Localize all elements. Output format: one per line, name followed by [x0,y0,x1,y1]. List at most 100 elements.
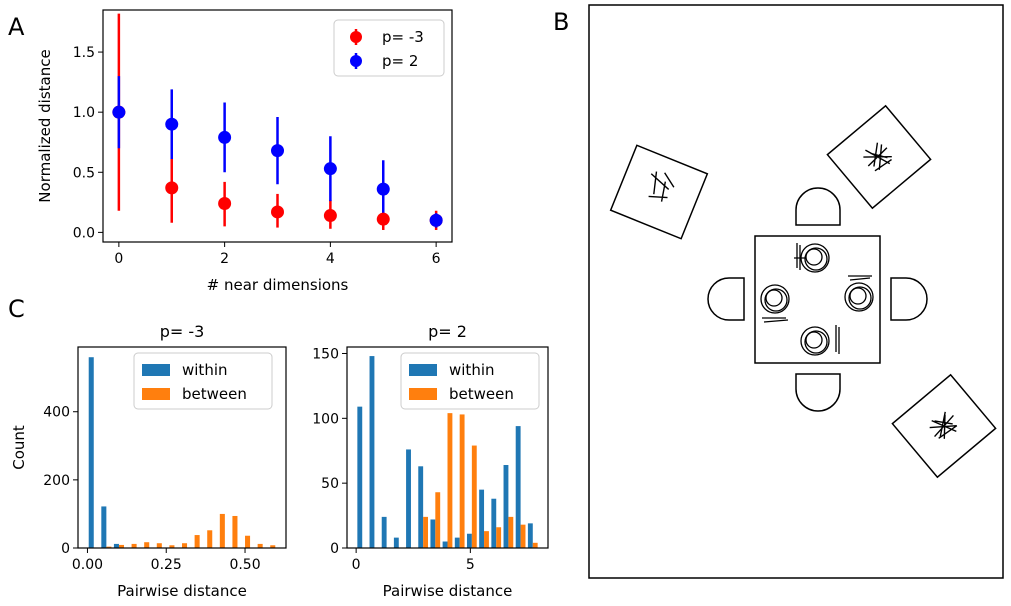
hist-bar [418,466,424,548]
hist-bar [357,406,363,548]
y-tick-label: 1.0 [73,105,95,121]
hist-bar [435,492,441,548]
hist-bar [496,527,502,548]
hist-bar [527,523,533,548]
hist-bar [515,426,521,548]
chart-c-left: 0 200 400 0.00 0.25 0.50 p= -3 Pairwise distanc… [10,322,287,600]
hist-bar [532,542,538,548]
y-tick-label: 400 [43,405,70,421]
hist-bar [466,533,472,548]
legend-label: within [449,361,495,379]
legend-label: p= 2 [382,52,418,70]
hist-bar [194,535,200,548]
plate-scribble-top [794,243,830,273]
x-axis-label: Pairwise distance [117,582,247,600]
table-rect [754,235,881,364]
x-tick-label: 0.25 [151,557,182,573]
data-point [218,197,232,211]
legend-swatch [142,388,170,400]
x-tick-label: 0 [352,557,361,573]
hist-bar [520,524,526,548]
x-tick-label: 5 [466,557,475,573]
y-tick-label: 50 [321,476,339,492]
hist-bar [245,535,251,548]
x-tick-label: 4 [326,251,335,267]
data-point [323,209,337,223]
hist-bar [88,357,94,548]
data-point [376,182,390,196]
x-tick-label: 0.50 [229,557,260,573]
legend-swatch [409,364,437,376]
data-point [271,205,284,219]
scene-frame [588,4,1004,579]
hist-bar [169,545,175,548]
chart-title: p= 2 [428,322,467,341]
chair-bottom [795,373,841,412]
x-tick-label: 0.00 [72,557,103,573]
legend-marker [350,31,362,43]
hist-bar [406,449,411,548]
hist-bar [144,542,150,548]
hist-bar [471,445,477,548]
data-point [271,144,284,158]
data-point [376,212,390,226]
y-tick-label: 0.0 [73,225,95,241]
hist-bar [447,413,453,548]
y-axis-label: Count [10,425,28,470]
y-tick-label: 1.5 [73,45,95,61]
axes-frame [346,346,549,549]
axes-frame [77,346,287,549]
hist-bar [182,543,188,548]
hist-bar [381,516,387,548]
hist-bar [442,541,448,548]
legend-marker [350,55,362,67]
hist-bar [454,537,460,548]
plate-scribble-left [760,284,790,323]
y-tick-label: 100 [312,411,339,427]
card-top-right [826,104,932,210]
hist-bar [113,543,119,548]
hist-bar [219,513,225,548]
y-tick-label: 0 [330,541,339,557]
data-point [323,162,337,176]
axes-frame [102,9,453,243]
hist-bar [232,515,238,548]
x-axis-label: Pairwise distance [383,582,513,600]
y-tick-label: 0.5 [73,165,95,181]
chair-top [795,187,841,226]
hist-bar [131,543,137,548]
hist-bar [369,356,375,548]
hist-bar [508,516,514,548]
hist-bar [423,516,429,548]
chart-a: 0.0 0.5 1.0 1.5 0 2 4 6 # near dimensions Normali… [36,9,453,294]
data-point [165,117,179,131]
legend-swatch [142,364,170,376]
panel-label-a: A [8,13,25,41]
panel-b-scene [588,4,1004,579]
legend-label: within [182,361,228,379]
x-tick-label: 2 [220,251,229,267]
chart-c-right: 0 50 100 150 0 5 p= 2 Pairwise distance within be… [312,322,549,600]
card-left [609,144,709,240]
hist-bar [257,543,263,548]
x-axis-label: # near dimensions [207,276,349,294]
hist-bar [270,545,276,548]
hist-bar [484,531,489,548]
panel-label-c: C [8,295,25,323]
hist-bar [393,537,399,548]
x-tick-label: 0 [114,251,123,267]
y-tick-label: 200 [43,473,70,489]
x-tick-label: 6 [432,251,441,267]
hist-bar [459,414,465,548]
panel-label-b: B [553,8,569,36]
legend-label: between [449,385,514,403]
y-tick-label: 0 [61,541,70,557]
y-tick-label: 150 [312,346,339,362]
card-bottom-right [891,373,997,479]
y-axis-label: Normalized distance [36,49,54,202]
chart-title: p= -3 [160,322,205,341]
hist-bar [101,506,107,548]
hist-bar [106,546,112,548]
chair-right [890,277,928,321]
